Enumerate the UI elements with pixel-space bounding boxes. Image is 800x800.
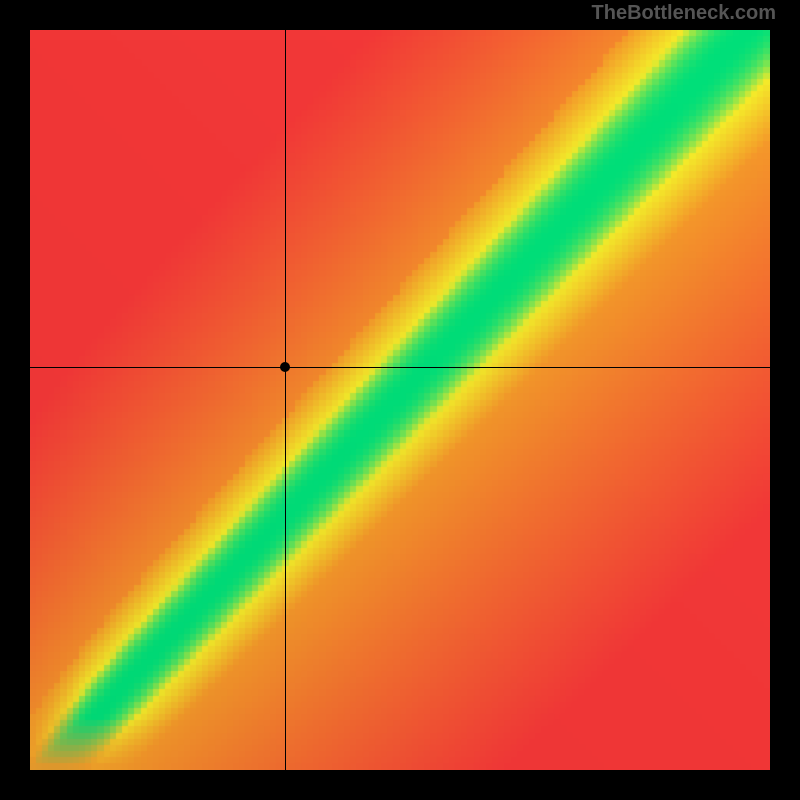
chart-container: TheBottleneck.com (0, 0, 800, 800)
crosshair-horizontal (30, 367, 770, 368)
crosshair-marker-dot (280, 362, 290, 372)
watermark-text: TheBottleneck.com (592, 2, 776, 25)
crosshair-vertical (285, 30, 286, 770)
plot-area (30, 30, 770, 770)
heatmap-canvas (30, 30, 770, 770)
